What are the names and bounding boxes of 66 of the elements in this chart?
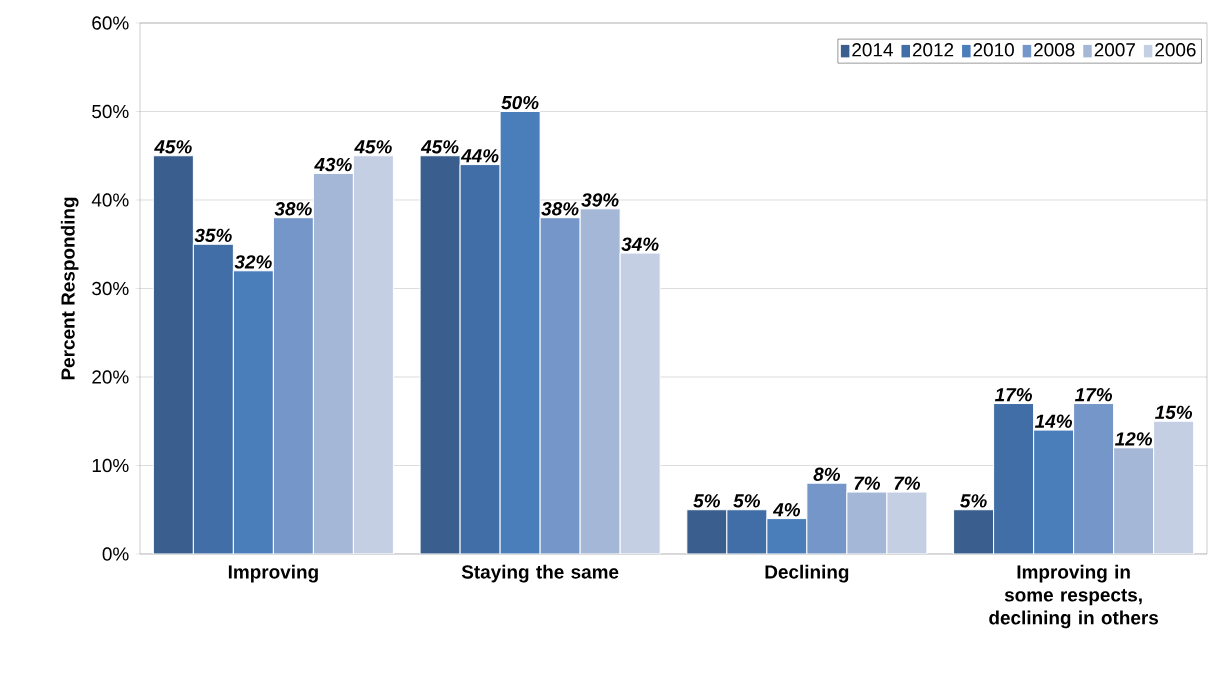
bar: [500, 111, 541, 554]
bar: [233, 270, 274, 554]
bar: [953, 509, 995, 554]
bar: [1153, 420, 1195, 554]
y-tick-label: 50%: [92, 104, 129, 119]
bar: [1073, 403, 1115, 554]
y-tick-label: 10%: [92, 458, 129, 473]
data-label: 32%: [234, 255, 272, 269]
bar: [846, 492, 887, 554]
bar: [806, 483, 847, 554]
legend-label: 2012: [912, 43, 954, 57]
data-label: 44%: [460, 149, 499, 163]
data-label: 5%: [733, 494, 760, 508]
data-label: 43%: [314, 157, 352, 172]
y-tick-label: 0%: [102, 547, 129, 561]
data-label: 7%: [894, 476, 921, 490]
y-axis-title: Percent Responding: [60, 197, 79, 380]
legend-label: 2010: [973, 43, 1014, 57]
y-tick-label: 20%: [92, 370, 129, 384]
y-tick-label: 40%: [91, 193, 129, 207]
x-tick-label: Staying the same: [461, 564, 619, 583]
x-tick-label: Improving: [228, 564, 318, 583]
bar: [1033, 429, 1075, 554]
y-tick-label: 30%: [92, 281, 129, 296]
bar: [273, 217, 314, 554]
bar: [886, 492, 927, 554]
legend-label: 2007: [1094, 43, 1135, 57]
bar: [766, 518, 807, 554]
bar: [1113, 447, 1155, 554]
data-label: 45%: [154, 140, 192, 154]
data-label: 8%: [813, 467, 841, 481]
bar: [686, 509, 727, 554]
bar: [313, 173, 354, 554]
data-label: 7%: [854, 476, 881, 490]
data-label: 34%: [621, 237, 659, 251]
bar: [540, 217, 581, 554]
data-label: 38%: [541, 202, 579, 216]
data-label: 17%: [1075, 388, 1113, 402]
bar: [620, 253, 661, 554]
bar: [153, 155, 194, 554]
y-tick-label: 60%: [92, 16, 129, 30]
data-label: 45%: [354, 140, 392, 154]
data-label: 45%: [420, 140, 459, 154]
data-label: 39%: [581, 193, 619, 207]
bar: [460, 164, 501, 554]
data-label: 15%: [1155, 405, 1193, 420]
data-label: 50%: [501, 95, 539, 110]
data-label: 5%: [693, 494, 720, 508]
bar: [420, 155, 461, 554]
bar: [193, 244, 234, 554]
legend-label: 2008: [1034, 43, 1075, 57]
bar: [580, 208, 621, 554]
data-label: 12%: [1115, 432, 1153, 446]
data-label: 4%: [772, 503, 801, 517]
x-tick-label: Improving in some respects, declining in others: [989, 564, 1159, 629]
data-label: 38%: [274, 202, 312, 216]
legend-label: 2014: [852, 43, 893, 57]
bar: [993, 403, 1035, 554]
data-label: 35%: [194, 228, 232, 243]
data-label: 14%: [1034, 414, 1073, 428]
legend-label: 2006: [1155, 43, 1196, 57]
x-tick-label: Declining: [765, 564, 849, 583]
data-label: 5%: [960, 494, 987, 508]
bar: [726, 509, 767, 554]
data-label: 17%: [994, 388, 1033, 402]
bar: [353, 155, 394, 554]
